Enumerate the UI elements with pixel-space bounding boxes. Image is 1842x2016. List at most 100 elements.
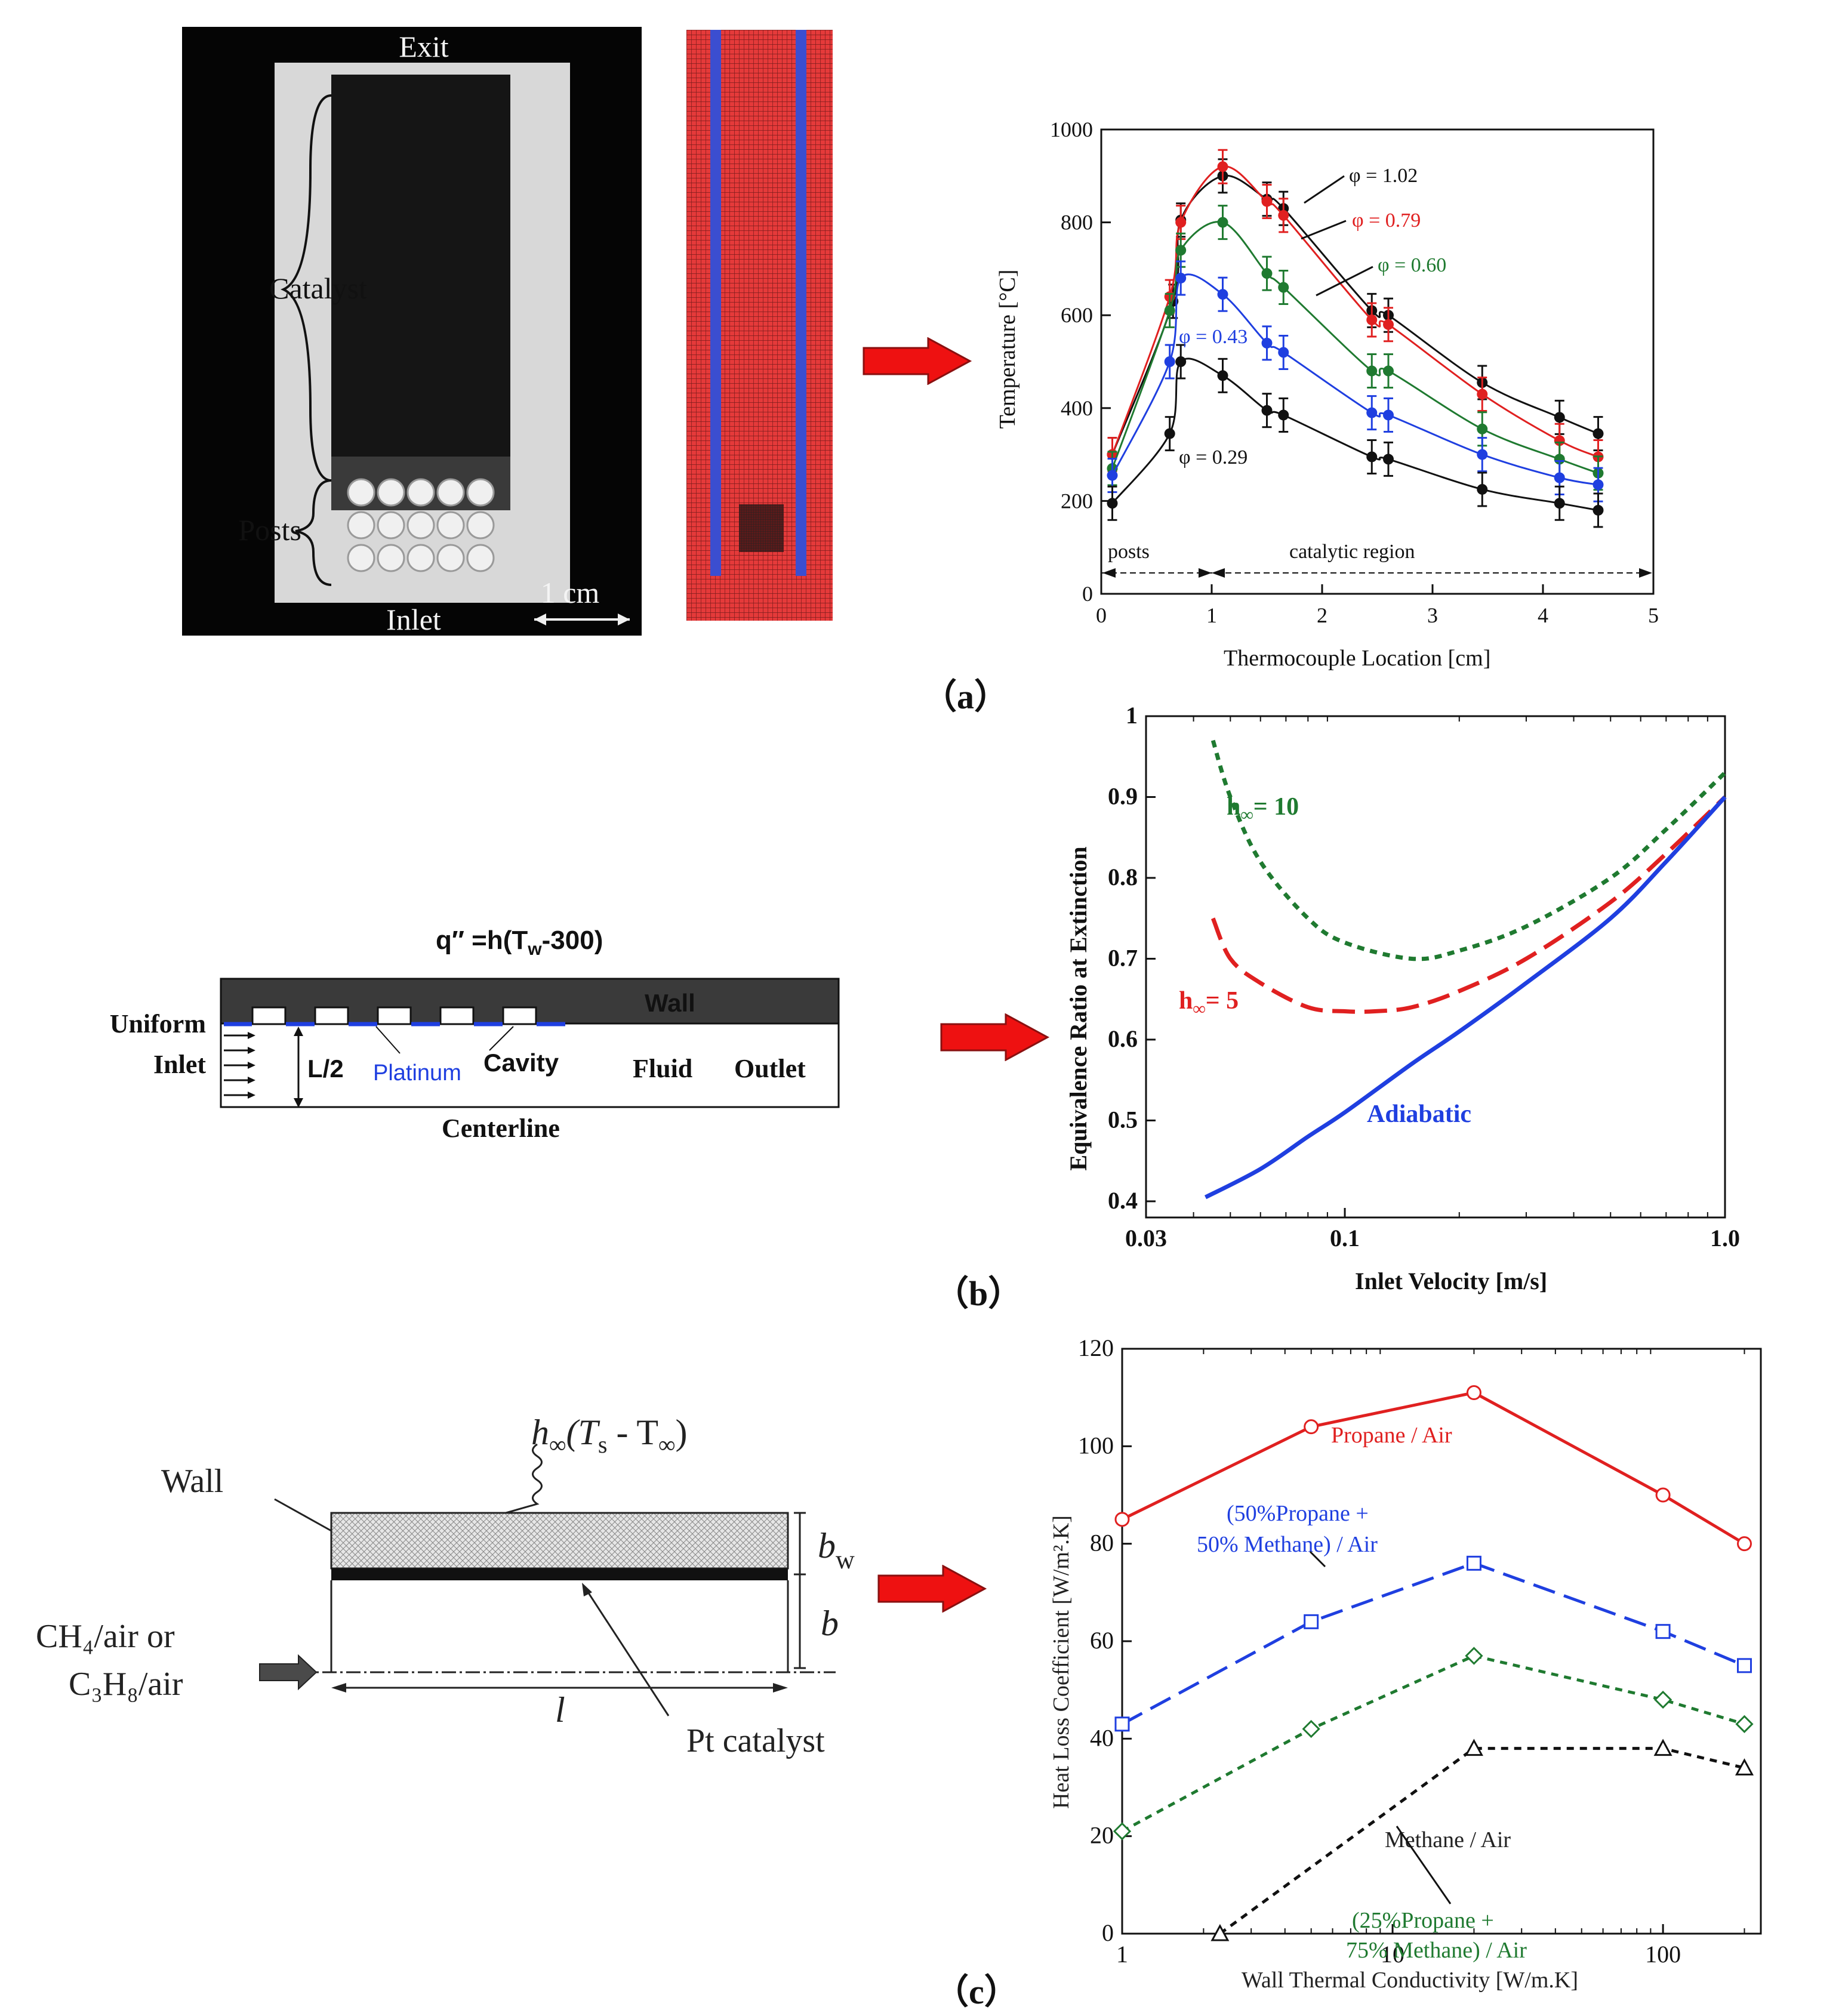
microchannel-schematic: h∞(Ts - T∞) Wall bw b l Pt catalyst CH₄/… xyxy=(36,1413,855,1759)
y-tick-label: 0.6 xyxy=(1108,1025,1138,1052)
inlet-label-b: Inlet xyxy=(153,1050,206,1079)
y-tick-label: 0.5 xyxy=(1108,1106,1138,1133)
data-point xyxy=(1278,347,1289,358)
series-line xyxy=(1121,1654,1745,1833)
data-point xyxy=(1114,1716,1130,1732)
legend-50-50-line1: (50%Propane + xyxy=(1227,1501,1369,1526)
legend-phi-079: φ = 0.79 xyxy=(1352,209,1421,232)
caption-c: （c） xyxy=(934,1972,1019,2011)
x-tick-label: 10 xyxy=(1381,1941,1404,1968)
y-tick-label: 20 xyxy=(1090,1822,1114,1849)
data-point xyxy=(1175,217,1187,228)
outlet-label: Outlet xyxy=(734,1054,806,1083)
region-label-catalytic: catalytic region xyxy=(1289,541,1415,563)
y-tick-label: 80 xyxy=(1090,1530,1114,1556)
y-tick-label: 0.9 xyxy=(1108,782,1138,809)
data-point xyxy=(1261,268,1273,279)
x-tick-label: 5 xyxy=(1648,603,1659,627)
cavity-label: Cavity xyxy=(483,1049,559,1077)
data-point xyxy=(1464,1738,1483,1756)
data-point xyxy=(1164,305,1175,316)
x-tick-label: 100 xyxy=(1645,1941,1681,1968)
data-point xyxy=(1477,483,1488,495)
y-tick-label: 600 xyxy=(1061,303,1093,327)
y-tick-label: 120 xyxy=(1078,1334,1114,1361)
x-tick-label: 3 xyxy=(1427,603,1438,627)
data-point xyxy=(1304,1419,1319,1435)
pt-catalyst-label: Pt catalyst xyxy=(686,1722,825,1759)
channel-schematic: q″ =h(Tw-300) Wall L/2 Platinum Cavity F… xyxy=(110,926,840,1143)
data-point xyxy=(1164,356,1175,367)
data-point xyxy=(1383,409,1394,421)
series-line xyxy=(1219,1747,1745,1935)
y-tick-label: 0.7 xyxy=(1108,944,1138,971)
data-point xyxy=(1383,319,1394,330)
legend-phi-060: φ = 0.60 xyxy=(1378,254,1446,276)
mesh-model xyxy=(686,30,833,621)
fluid-label: Fluid xyxy=(633,1054,692,1083)
legend-phi-029: φ = 0.29 xyxy=(1179,446,1247,468)
uniform-label: Uniform xyxy=(110,1009,206,1038)
y-tick-label: 0.8 xyxy=(1108,864,1138,890)
posts-label: Posts xyxy=(238,513,301,547)
panel-a: Exit Catalyst Posts Inlet 1 cm 0 1 2 3 4 5 0 20… xyxy=(0,0,1842,716)
data-point xyxy=(1217,217,1228,228)
x-tick-label: 0.1 xyxy=(1330,1225,1360,1251)
y-tick-label: 800 xyxy=(1061,211,1093,235)
y-tick-label: 60 xyxy=(1090,1627,1114,1654)
inlet-mixture-line2: C₃H₈/air xyxy=(69,1666,183,1703)
series-line xyxy=(1210,795,1727,1014)
legend-pointers xyxy=(1301,175,1373,297)
heat-flux-label: q″ =h(Tw-300) xyxy=(436,926,603,959)
catalyst-label: Catalyst xyxy=(269,272,367,305)
x-tick-label: 1.0 xyxy=(1710,1225,1740,1251)
region-arrow xyxy=(1212,568,1225,578)
data-point xyxy=(1655,1487,1671,1503)
caption-b: （b） xyxy=(934,1274,1023,1313)
posts-brace xyxy=(295,479,332,586)
data-point xyxy=(1554,472,1565,483)
wall-block xyxy=(220,978,840,1025)
legend-25-75-line1: (25%Propane + xyxy=(1352,1908,1494,1933)
cavities xyxy=(251,1006,537,1025)
y-tick-label: 100 xyxy=(1078,1432,1114,1459)
x-axis-title: Inlet Velocity [m/s] xyxy=(1355,1268,1547,1294)
data-point xyxy=(1261,196,1273,207)
data-point xyxy=(1278,282,1289,293)
data-point xyxy=(1466,1555,1481,1571)
data-point xyxy=(1477,423,1488,434)
data-point xyxy=(1217,161,1228,172)
y-axis-title: Heat Loss Coefficient [W/m².K] xyxy=(1049,1515,1074,1809)
data-point xyxy=(1383,365,1394,377)
series-line xyxy=(1210,739,1727,961)
data-point xyxy=(1366,451,1378,463)
data-point xyxy=(1278,209,1289,221)
y-tick-label: 200 xyxy=(1061,489,1093,513)
series-line xyxy=(1121,1561,1745,1726)
wall-label: Wall xyxy=(161,1463,223,1500)
caption-a: （a） xyxy=(922,677,1009,716)
legend-phi-102: φ = 1.02 xyxy=(1349,165,1418,187)
data-point xyxy=(1175,272,1187,283)
series-line xyxy=(1204,796,1727,1200)
wavy-arrow-icon xyxy=(495,1443,543,1517)
length-label: l xyxy=(555,1690,565,1730)
series-line xyxy=(1111,357,1598,511)
data-point xyxy=(1366,407,1378,418)
wall-block xyxy=(330,1512,789,1570)
data-point xyxy=(1175,245,1187,256)
wall-label: Wall xyxy=(645,989,695,1017)
inlet-mixture-line1: CH₄/air or xyxy=(36,1618,175,1655)
data-point xyxy=(1477,449,1488,460)
y-tick-label: 0.4 xyxy=(1108,1187,1138,1214)
exit-label: Exit xyxy=(399,30,448,63)
half-width-label: L/2 xyxy=(307,1055,344,1083)
data-point xyxy=(1466,1385,1481,1400)
chart-temperature: 0 1 2 3 4 5 0 200 400 600 800 1000 posts catalytic … xyxy=(995,118,1659,671)
arrow-right-icon xyxy=(940,1013,1050,1061)
data-point xyxy=(1383,454,1394,465)
arrow-right-icon xyxy=(877,1565,987,1613)
inlet-arrows xyxy=(224,1034,251,1096)
catalyst-brace xyxy=(281,94,332,482)
heat-loss-expression: h∞(Ts - T∞) xyxy=(531,1413,688,1458)
